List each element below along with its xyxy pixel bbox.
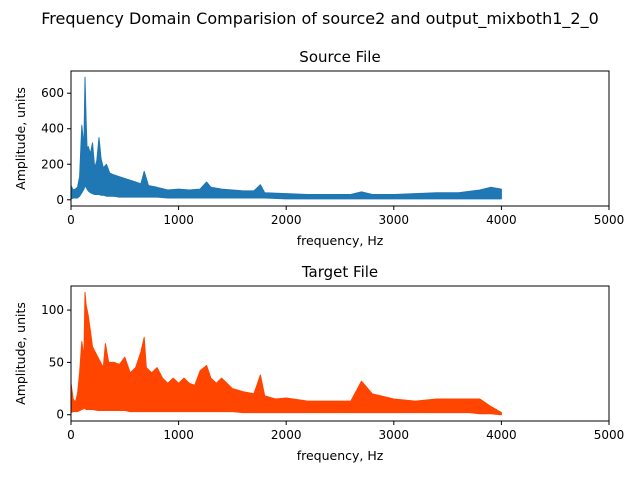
x-tick-label: 5000 [594,428,625,442]
panel-2: 0 1000 2000 3000 4000 5000 0 50 100 Target File fr… [13,263,624,463]
x-tick-label: 0 [67,213,75,227]
x-tick-label: 4000 [486,428,517,442]
x-tick-label: 2000 [271,213,302,227]
y-tick-label: 50 [49,355,64,369]
figure-suptitle: Frequency Domain Comparision of source2 … [41,9,599,29]
panel-1: 0 1000 2000 3000 4000 5000 0 200 400 600 Source Fi… [13,48,624,248]
series-1-band [70,291,502,416]
axes-frame [70,285,610,422]
y-tick-label: 0 [56,408,64,422]
x-tick-label: 2000 [271,428,302,442]
y-tick-label: 0 [56,193,64,207]
y-tick-label: 100 [41,303,64,317]
x-tick-label: 0 [67,428,75,442]
y-axis-label: Amplitude, units [13,302,28,405]
y-axis-label: Amplitude, units [13,87,28,190]
y-tick-label: 600 [41,86,64,100]
x-axis-label: frequency, Hz [297,448,384,463]
x-tick-label: 5000 [594,213,625,227]
axes-title: Source File [299,48,380,66]
x-tick-label: 4000 [486,213,517,227]
x-tick-label: 1000 [163,213,194,227]
x-axis-label: frequency, Hz [297,233,384,248]
x-tick-label: 1000 [163,428,194,442]
axes-frame [70,70,610,207]
y-tick-label: 200 [41,157,64,171]
axes-title: Target File [301,263,378,281]
x-tick-label: 3000 [379,428,410,442]
x-tick-label: 3000 [379,213,410,227]
y-tick-label: 400 [41,122,64,136]
series-1-band [70,76,502,200]
